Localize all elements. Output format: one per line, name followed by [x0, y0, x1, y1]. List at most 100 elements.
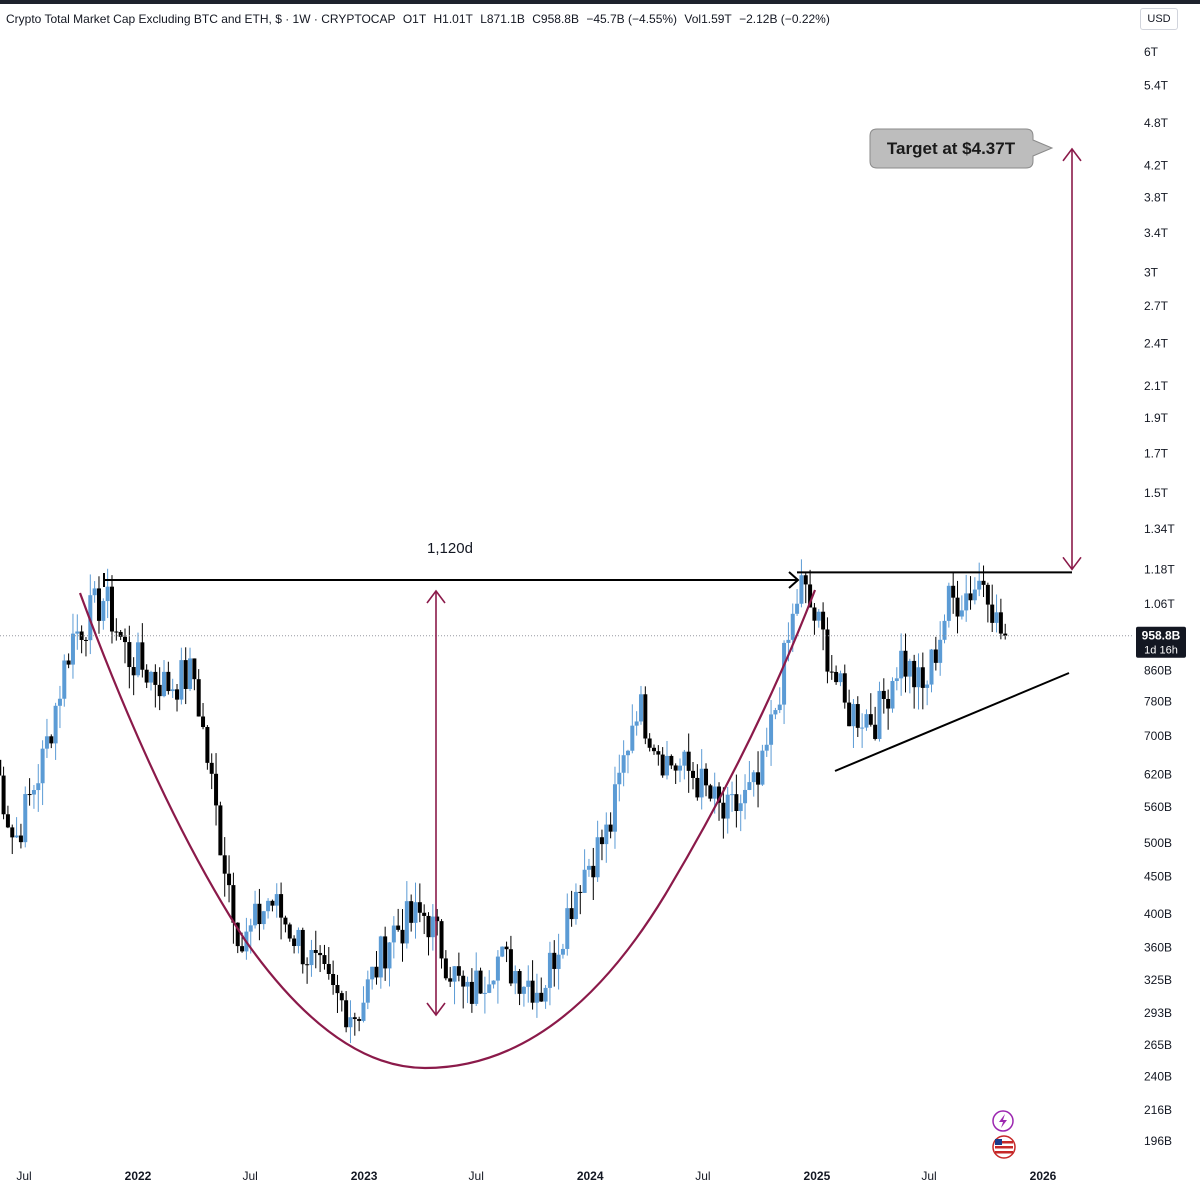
candle-body — [543, 987, 548, 1002]
currency-selector[interactable]: USD — [1140, 8, 1178, 30]
candle-body — [842, 673, 847, 703]
candle — [443, 950, 448, 981]
candle — [556, 933, 561, 990]
candle — [704, 763, 709, 797]
candle — [188, 647, 193, 692]
candle-body — [391, 925, 396, 943]
candle-body — [977, 580, 982, 590]
candle-body — [907, 660, 912, 677]
candle-body — [357, 1019, 362, 1021]
candle — [378, 935, 383, 989]
candle — [799, 559, 804, 608]
candle — [617, 754, 622, 802]
candle — [829, 655, 834, 680]
candle-body — [673, 765, 678, 771]
lightning-icon[interactable] — [992, 1110, 1014, 1132]
candle — [183, 647, 188, 705]
candle-body — [287, 924, 292, 939]
candle-body — [985, 584, 990, 605]
candle-body — [660, 754, 665, 776]
candle — [92, 581, 97, 603]
candle — [526, 965, 531, 1003]
candle-body — [686, 751, 691, 771]
candle-body — [192, 658, 197, 680]
candle — [413, 882, 418, 939]
candle-body — [782, 642, 787, 705]
candle — [456, 952, 461, 982]
us-flag-stripe — [995, 1151, 1013, 1154]
volume-value: Vol1.59T — [684, 12, 732, 26]
candle — [227, 855, 232, 903]
axis-badges: 958.8B 1d 16h — [992, 626, 1186, 1159]
candle — [127, 625, 132, 689]
candle — [604, 812, 609, 863]
time-axis[interactable]: Jul 2022 Jul 2023 Jul 2024 Jul 2025 Jul 2026 — [16, 1169, 1056, 1183]
candle — [591, 847, 596, 900]
candle — [439, 919, 444, 969]
price-axis-tick-label: 216B — [1144, 1103, 1172, 1117]
candle — [738, 794, 743, 832]
bar-countdown-label: 1d 16h — [1144, 645, 1178, 657]
candle — [855, 696, 860, 737]
candle — [253, 890, 258, 929]
candle — [136, 632, 140, 678]
candle-body — [344, 1000, 349, 1028]
candle-body — [461, 975, 466, 987]
us-flag-icon[interactable] — [992, 1135, 1016, 1159]
candle-body — [296, 929, 301, 947]
candle-body — [599, 837, 604, 845]
candle — [769, 699, 774, 766]
candle — [508, 935, 513, 987]
candle — [435, 908, 440, 936]
candle-body — [435, 916, 440, 922]
candle-body — [526, 980, 531, 987]
candle — [331, 960, 336, 995]
candle — [634, 711, 639, 736]
candlestick-series — [0, 559, 1008, 1044]
ohlc-high: H1.01T — [433, 12, 473, 26]
candle-body — [764, 744, 769, 751]
candle-body — [877, 690, 882, 739]
candle — [491, 980, 496, 989]
candle-body — [231, 885, 236, 923]
time-axis-tick-label: Jul — [469, 1169, 484, 1183]
candle-body — [292, 938, 297, 947]
candle-body — [339, 993, 344, 1001]
candle-body — [760, 750, 765, 785]
candle — [426, 912, 431, 956]
candle — [118, 630, 123, 640]
candle-body — [955, 597, 960, 617]
time-axis-tick-label: 2025 — [804, 1169, 831, 1183]
symbol-title[interactable]: Crypto Total Market Cap Excluding BTC an… — [6, 12, 396, 26]
candle-body — [881, 690, 886, 699]
candle — [474, 952, 479, 1007]
target-callout-label: Target at $4.37T — [887, 139, 1016, 158]
candle — [36, 764, 41, 812]
candle-body — [400, 929, 405, 944]
candle — [660, 747, 665, 778]
candle — [305, 957, 310, 984]
candle — [400, 909, 405, 962]
candle — [504, 941, 509, 963]
candle-body — [912, 660, 917, 688]
candle — [903, 633, 908, 693]
candle — [31, 784, 36, 809]
candle — [894, 667, 899, 691]
price-axis-tick-label: 325B — [1144, 973, 1172, 987]
candle-body — [465, 981, 470, 987]
candle-body — [105, 586, 110, 602]
candle — [279, 882, 284, 940]
candle — [374, 951, 379, 985]
candle-body — [851, 704, 856, 727]
price-axis[interactable]: 6T 5.4T 4.8T 4.2T 3.8T 3.4T 3T 2.7T 2.4T 2.1T 1.9T… — [1144, 45, 1175, 1148]
candle-body — [933, 649, 938, 663]
candle — [847, 689, 852, 727]
target-callout[interactable]: Target at $4.37T — [869, 128, 1054, 169]
candle — [795, 589, 800, 616]
candle-body — [821, 611, 826, 630]
candle-body — [322, 955, 327, 964]
candle — [287, 922, 292, 942]
candle — [946, 582, 951, 628]
price-axis-tick-label: 265B — [1144, 1038, 1172, 1052]
